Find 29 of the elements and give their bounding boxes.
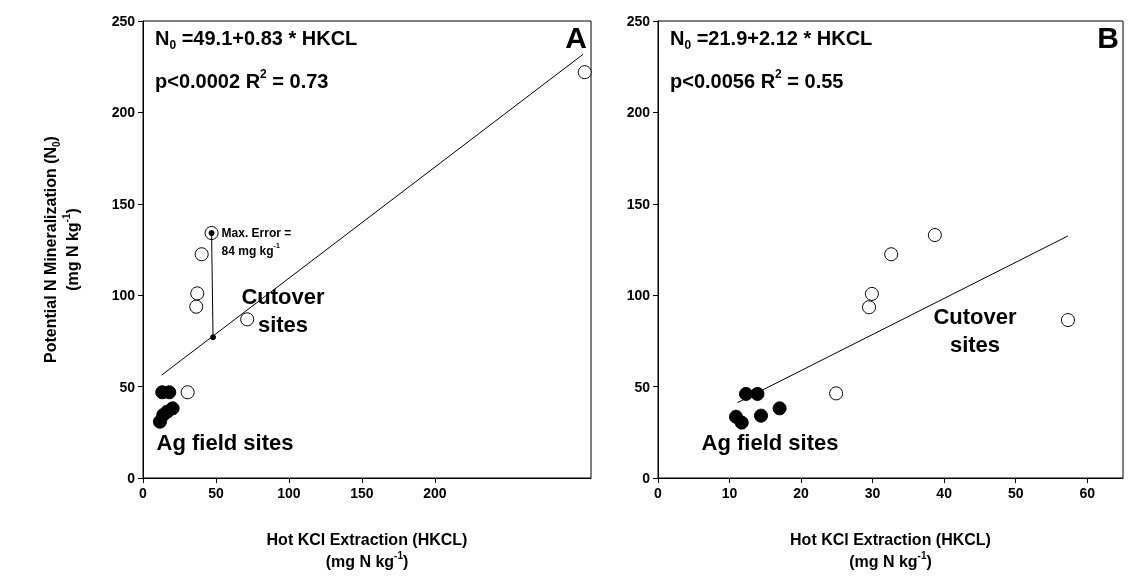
annotation: Ag field sites bbox=[156, 429, 294, 455]
x-tick-label: 20 bbox=[793, 485, 810, 501]
x-tick-label: 50 bbox=[208, 485, 224, 501]
y-tick-label: 50 bbox=[634, 378, 651, 395]
y-tick-label: 50 bbox=[119, 378, 136, 395]
x-tick-label: 40 bbox=[936, 485, 953, 501]
x-tick-label: 0 bbox=[139, 485, 148, 501]
x-tick-label: 10 bbox=[721, 485, 738, 501]
y-tick-label: 100 bbox=[111, 287, 136, 304]
y-tick-label: 0 bbox=[127, 470, 136, 486]
y-tick-label: 200 bbox=[111, 104, 136, 121]
y-tick-label: 250 bbox=[626, 13, 651, 29]
y-tick-label: 0 bbox=[642, 470, 651, 486]
x-tick-label: 0 bbox=[654, 485, 663, 501]
x-tick-label: 30 bbox=[864, 485, 881, 501]
y-tick-label: 100 bbox=[626, 287, 651, 304]
x-tick-label: 200 bbox=[423, 485, 447, 501]
x-tick-label: 100 bbox=[277, 485, 301, 501]
y-tick-label: 150 bbox=[626, 195, 651, 212]
x-tick-label: 150 bbox=[350, 485, 374, 501]
y-tick-label: 250 bbox=[111, 13, 136, 29]
x-tick-label: 50 bbox=[1007, 485, 1024, 501]
y-tick-label: 150 bbox=[111, 195, 136, 212]
y-tick-label: 200 bbox=[626, 104, 651, 121]
annotation: Ag field sites bbox=[701, 429, 839, 455]
annotation: Cutover sites bbox=[933, 303, 1017, 357]
chart-title: A bbox=[565, 20, 588, 54]
x-tick-label: 60 bbox=[1079, 485, 1096, 501]
chart-title: B bbox=[1097, 20, 1120, 54]
